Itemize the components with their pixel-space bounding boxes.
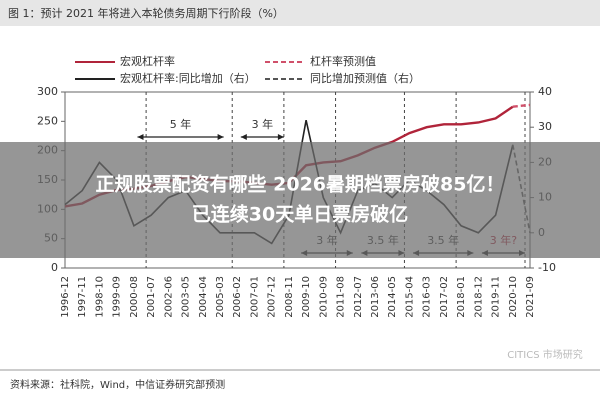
x-tick-label: 1998-10 <box>94 276 105 318</box>
x-tick-label: 2017-02 <box>439 276 450 318</box>
x-tick-label: 2002-06 <box>163 276 174 318</box>
x-tick-label: 2007-01 <box>249 276 260 318</box>
source: 资料来源：社科院，Wind，中信证券研究部预测 <box>10 378 225 391</box>
x-tick-label: 2016-03 <box>422 276 433 318</box>
x-tick-label: 2020-10 <box>508 276 519 318</box>
y2-tick-label: 30 <box>538 120 552 133</box>
x-tick-label: 1996-12 <box>60 276 71 318</box>
x-tick-label: 2008-11 <box>284 276 295 318</box>
legend-label: 宏观杠杆率 <box>120 54 175 68</box>
x-tick-label: 2018-01 <box>456 276 467 318</box>
x-tick-label: 2019-11 <box>491 276 502 318</box>
y2-tick-label: 40 <box>538 85 552 98</box>
x-tick-label: 2001-07 <box>146 276 157 318</box>
x-tick-label: 1999-09 <box>112 276 123 318</box>
series-line <box>512 103 531 108</box>
y-tick-label: 250 <box>37 114 58 127</box>
x-tick-label: 2000-08 <box>129 276 140 318</box>
x-tick-label: 2006-02 <box>232 276 243 318</box>
y-tick-label: 0 <box>51 261 58 274</box>
x-tick-label: 2021-09 <box>525 276 536 318</box>
overlay-text: 已连续30天单日票房破亿 <box>192 203 408 226</box>
y2-tick-label: -10 <box>538 261 556 274</box>
x-tick-label: 2007-12 <box>267 276 278 318</box>
legend-label: 宏观杠杆率:同比增加（右） <box>120 71 256 85</box>
x-tick-label: 2005-03 <box>215 276 226 318</box>
legend-label: 同比增加预测值（右） <box>310 71 420 85</box>
x-tick-label: 2011-08 <box>336 276 347 318</box>
x-tick-label: 2014-05 <box>387 276 398 318</box>
y-tick-label: 300 <box>37 85 58 98</box>
legend-label: 杠杆率预测值 <box>310 54 376 68</box>
annotation: 3 年 <box>252 117 274 131</box>
x-tick-label: 1997-11 <box>77 276 88 318</box>
x-tick-label: 2003-05 <box>181 276 192 318</box>
x-tick-label: 2013-06 <box>370 276 381 318</box>
overlay-text: 正规股票配资有哪些 2026暑期档票房破85亿！ <box>96 173 505 196</box>
overlay-band <box>0 142 600 258</box>
x-tick-label: 2004-04 <box>198 276 209 318</box>
x-tick-label: 2009-10 <box>301 276 312 318</box>
x-tick-label: 2012-07 <box>353 276 364 318</box>
annotation: 5 年 <box>170 117 192 131</box>
chart-title: 图 1：预计 2021 年将进入本轮债务周期下行阶段（%） <box>8 6 284 20</box>
watermark: CITICS 市场研究 <box>507 348 583 361</box>
x-tick-label: 2018-12 <box>473 276 484 318</box>
x-tick-label: 2015-04 <box>404 276 415 318</box>
title-band <box>0 0 600 26</box>
x-tick-label: 2010-09 <box>318 276 329 318</box>
